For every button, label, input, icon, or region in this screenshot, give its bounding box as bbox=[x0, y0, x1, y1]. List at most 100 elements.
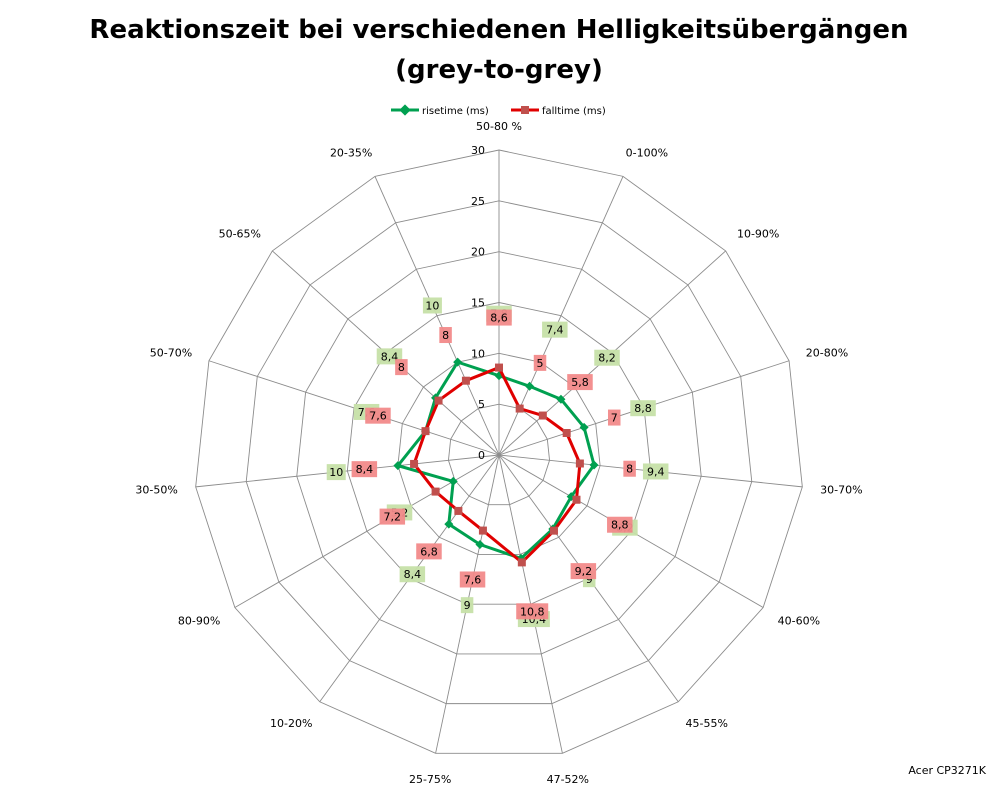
brand-watermark: Acer CP3271K bbox=[908, 764, 986, 777]
data-label-bg bbox=[594, 349, 620, 366]
fall-data-label: 8 bbox=[626, 463, 633, 476]
data-label-bg bbox=[326, 464, 346, 481]
rise-marker bbox=[525, 381, 535, 391]
legend: risetime (ms) falltime (ms) bbox=[391, 104, 606, 117]
rise-marker bbox=[589, 460, 599, 470]
fall-marker bbox=[549, 526, 558, 535]
data-label-bg bbox=[642, 463, 669, 480]
radial-tick-label: 30 bbox=[471, 144, 485, 157]
fall-data-label: 5,8 bbox=[571, 376, 589, 389]
radial-tick-label: 10 bbox=[471, 347, 485, 360]
rise-marker bbox=[444, 519, 454, 529]
data-label-bg bbox=[630, 400, 656, 417]
chart-title-line1: Reaktionszeit bei verschiedenen Helligke… bbox=[89, 15, 908, 45]
data-label-bg bbox=[365, 407, 391, 424]
data-label-bg bbox=[607, 409, 621, 426]
category-label: 80-90% bbox=[178, 615, 220, 628]
fall-marker bbox=[461, 376, 470, 385]
grid-ring bbox=[296, 251, 702, 655]
rise-marker bbox=[393, 461, 403, 471]
rise-marker bbox=[579, 422, 589, 432]
category-label: 50-65% bbox=[219, 228, 261, 241]
rise-data-label: 8,8 bbox=[634, 402, 652, 415]
category-label: 10-90% bbox=[737, 228, 779, 241]
series-layer bbox=[393, 357, 599, 567]
rise-marker bbox=[556, 394, 566, 404]
fall-data-label: 7,6 bbox=[464, 573, 482, 586]
legend-rise-marker bbox=[399, 104, 411, 116]
fall-data-label: 5 bbox=[537, 357, 544, 370]
category-label: 40-60% bbox=[778, 615, 820, 628]
fall-data-label: 9,2 bbox=[575, 565, 593, 578]
category-label: 25-75% bbox=[409, 773, 451, 786]
fall-data-label: 8,8 bbox=[611, 519, 629, 532]
fall-data-label: 6,8 bbox=[420, 545, 438, 558]
radial-tick-label: 5 bbox=[478, 398, 485, 411]
fall-marker bbox=[434, 396, 443, 405]
data-label-bg bbox=[623, 460, 636, 477]
category-label: 50-70% bbox=[150, 347, 192, 360]
fall-data-label: 8 bbox=[398, 361, 405, 374]
grid-spoke bbox=[498, 176, 624, 456]
rise-marker bbox=[453, 357, 463, 367]
category-label: 30-70% bbox=[820, 484, 862, 497]
legend-fall-label: falltime (ms) bbox=[542, 106, 606, 117]
rise-data-label: 8,4 bbox=[381, 350, 399, 363]
data-label-bg bbox=[439, 327, 452, 344]
rise-data-label: 7,4 bbox=[546, 324, 564, 337]
radial-tick-label: 0 bbox=[478, 449, 485, 462]
data-label-bg bbox=[607, 516, 633, 533]
grid-ring bbox=[245, 200, 753, 705]
grid-spoke bbox=[374, 176, 500, 456]
fall-data-label: 10,8 bbox=[520, 605, 545, 618]
fall-marker bbox=[421, 427, 430, 436]
fall-marker bbox=[515, 404, 524, 413]
fall-marker bbox=[538, 411, 547, 420]
category-label: 50-80 % bbox=[476, 120, 522, 133]
data-label-bg bbox=[399, 566, 426, 583]
data-label-bg bbox=[486, 309, 512, 326]
legend-rise-label: risetime (ms) bbox=[422, 106, 489, 117]
data-label-bg bbox=[567, 374, 593, 391]
fall-marker bbox=[562, 429, 571, 438]
grid-ring bbox=[447, 403, 551, 506]
grid-spoke bbox=[195, 454, 500, 488]
category-label: 20-80% bbox=[806, 347, 848, 360]
radial-tick-label: 20 bbox=[471, 246, 485, 259]
fall-data-label: 8 bbox=[442, 329, 449, 342]
rise-data-label: 8,4 bbox=[404, 568, 422, 581]
category-label: 0-100% bbox=[626, 147, 668, 160]
rise-data-label: 10 bbox=[425, 299, 439, 312]
data-labels: 7,87,48,28,89,48,2910,498,45,2107,68,410… bbox=[326, 297, 669, 628]
fall-marker bbox=[410, 459, 419, 468]
data-label-bg bbox=[351, 461, 378, 478]
rise-data-label: 10 bbox=[329, 466, 343, 479]
category-label: 30-50% bbox=[135, 484, 177, 497]
fall-marker bbox=[431, 487, 440, 496]
fall-data-label: 7 bbox=[611, 412, 618, 425]
fall-marker bbox=[478, 526, 487, 535]
grid-ring bbox=[195, 149, 803, 754]
data-label-bg bbox=[516, 603, 549, 620]
fall-marker bbox=[517, 558, 526, 567]
data-label-bg bbox=[459, 571, 486, 588]
radar-grid bbox=[195, 149, 803, 754]
rise-data-label: 9,4 bbox=[647, 465, 665, 478]
rise-data-label: 9 bbox=[586, 573, 593, 586]
fall-data-label: 8,6 bbox=[490, 312, 508, 325]
fall-data-label: 7,2 bbox=[384, 511, 402, 524]
data-label-bg bbox=[460, 597, 474, 614]
radial-tick-label: 25 bbox=[471, 195, 485, 208]
radial-tick-label: 15 bbox=[471, 297, 485, 310]
fall-marker bbox=[454, 506, 463, 515]
category-label: 10-20% bbox=[270, 717, 312, 730]
rise-data-label: 8,2 bbox=[598, 352, 616, 365]
data-label-bg bbox=[570, 563, 597, 580]
rise-data-label: 9 bbox=[464, 599, 471, 612]
category-label: 20-35% bbox=[330, 147, 372, 160]
legend-fall-marker bbox=[521, 106, 529, 114]
data-label-bg bbox=[416, 543, 442, 560]
fall-data-label: 8,4 bbox=[356, 463, 374, 476]
category-labels: 50-80 % 0-100% 10-90% 20-80% 30-70% 40-60% 45-… bbox=[135, 120, 862, 786]
fall-marker bbox=[575, 459, 584, 468]
